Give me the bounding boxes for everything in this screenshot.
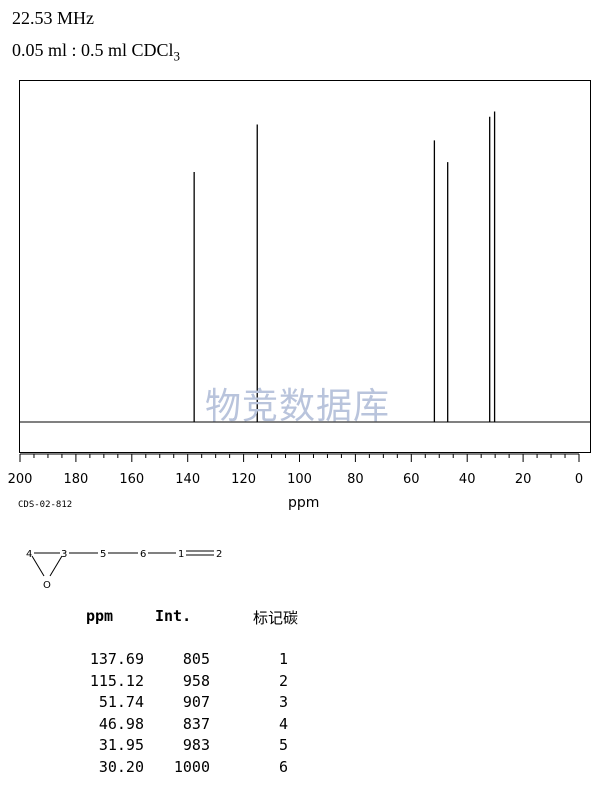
intensity-cell: 907 xyxy=(182,693,210,711)
table-header-ppm: ppm xyxy=(86,607,114,625)
bond-3-o xyxy=(49,555,63,577)
atom-label-2: 2 xyxy=(216,549,222,560)
carbon-cell: 6 xyxy=(278,757,288,776)
atom-label-1: 1 xyxy=(178,549,184,560)
ppm-cell: 51.74 xyxy=(98,693,144,711)
table-header-carbon: 标记碳 xyxy=(253,609,299,627)
bond-4-o xyxy=(31,555,45,577)
intensity-cell: 805 xyxy=(182,650,210,668)
intensity-cell: 983 xyxy=(182,736,210,754)
atom-label-4: 4 xyxy=(26,549,32,560)
carbon-cell: 4 xyxy=(278,714,288,733)
carbon-cell: 3 xyxy=(278,693,288,711)
x-tick-label: 100 xyxy=(287,472,312,487)
x-tick-label: 40 xyxy=(459,472,476,487)
nmr-spectrum-chart xyxy=(20,111,590,423)
x-tick-label: 160 xyxy=(119,472,144,487)
carbon-cell: 2 xyxy=(278,671,288,690)
sample-text: 0.05 ml : 0.5 ml CDCl xyxy=(12,40,174,60)
intensity-cell: 1000 xyxy=(173,757,210,776)
spectrum-code: CDS-02-812 xyxy=(18,500,73,510)
x-tick-label: 0 xyxy=(575,472,583,487)
atom-label-5: 5 xyxy=(100,549,106,560)
carbon-cell: 5 xyxy=(278,736,288,754)
spectrometer-frequency: 22.53 MHz xyxy=(12,8,94,28)
x-tick-label: 60 xyxy=(403,472,420,487)
atom-label-o: O xyxy=(43,580,51,590)
ppm-cell: 46.98 xyxy=(98,714,144,733)
x-tick-label: 120 xyxy=(231,472,256,487)
x-tick-label: 140 xyxy=(175,472,200,487)
ppm-cell: 30.20 xyxy=(98,757,144,776)
x-axis-label: ppm xyxy=(288,495,320,511)
ppm-cell: 115.12 xyxy=(89,671,144,690)
watermark: 物竞数据库 xyxy=(205,386,391,427)
spectrum-plot-frame xyxy=(19,80,591,453)
x-axis: 200 180 160 140 120 100 80 60 40 20 0 xyxy=(8,453,583,487)
table-header-int: Int. xyxy=(155,607,192,625)
carbon-cell: 1 xyxy=(278,650,288,668)
sample-subscript: 3 xyxy=(173,48,181,64)
intensity-cell: 958 xyxy=(182,671,210,690)
sample-description: 0.05 ml : 0.5 ml CDCl3 xyxy=(12,40,180,65)
x-tick-label: 80 xyxy=(347,472,364,487)
x-tick-label: 180 xyxy=(63,472,88,487)
ppm-cell: 31.95 xyxy=(98,736,144,754)
atom-label-3: 3 xyxy=(61,549,67,560)
atom-label-6: 6 xyxy=(140,549,146,560)
ppm-cell: 137.69 xyxy=(89,650,144,668)
x-tick-label: 200 xyxy=(8,472,33,487)
molecule-structure: 4 3 5 6 1 2 O xyxy=(26,549,222,590)
x-tick-label: 20 xyxy=(515,472,532,487)
intensity-cell: 837 xyxy=(182,714,210,733)
